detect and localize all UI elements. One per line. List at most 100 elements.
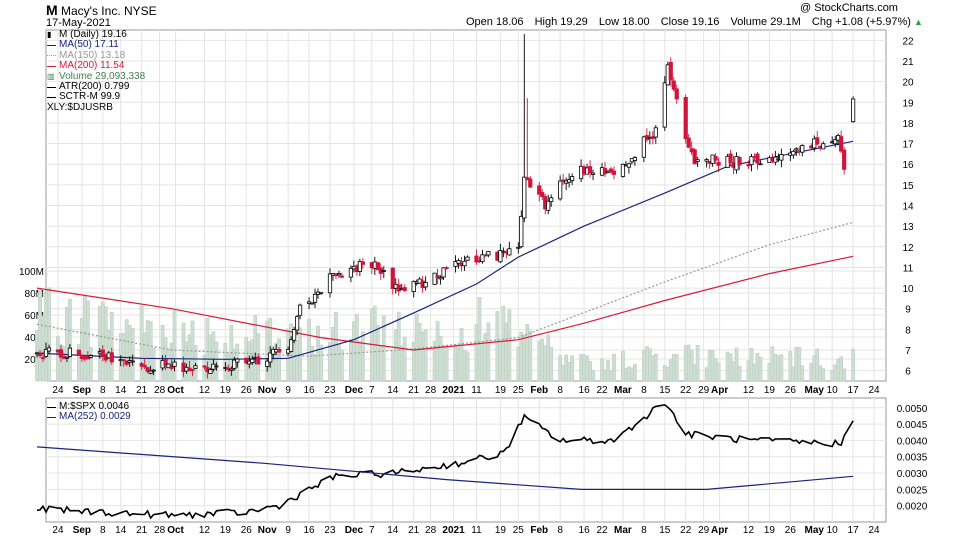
legend-text: M (Daily) 19.16 bbox=[59, 29, 127, 40]
volume-bar bbox=[313, 354, 317, 382]
volume-bar bbox=[716, 362, 721, 382]
candle bbox=[821, 143, 826, 150]
candle bbox=[244, 357, 249, 364]
volume-bar bbox=[671, 354, 676, 382]
volume-bar bbox=[495, 311, 500, 382]
x-tick-label: 26 bbox=[241, 385, 253, 396]
candle bbox=[462, 260, 467, 267]
x-tick-label: 28 bbox=[425, 385, 437, 396]
volume-tick-label: 100M bbox=[19, 267, 44, 278]
volume-bar bbox=[438, 335, 443, 382]
volume-bar bbox=[695, 345, 700, 382]
x-tick-label-lower: 22 bbox=[680, 525, 692, 536]
volume-bar bbox=[265, 320, 270, 382]
volume-bar bbox=[453, 344, 458, 382]
x-tick-label: 16 bbox=[579, 385, 591, 396]
x-tick-label-lower: 12 bbox=[743, 525, 755, 536]
x-tick-label-lower: Sep bbox=[73, 525, 91, 536]
volume-bar bbox=[501, 306, 506, 382]
candle bbox=[474, 255, 479, 263]
volume-bar bbox=[579, 353, 583, 382]
volume-bar bbox=[734, 347, 739, 382]
candle bbox=[297, 304, 303, 316]
volume-bar bbox=[725, 351, 730, 382]
candle bbox=[695, 159, 700, 162]
candle bbox=[58, 349, 64, 358]
volume-bar bbox=[142, 332, 147, 382]
candle bbox=[142, 364, 147, 368]
price-tick-label: 6 bbox=[905, 367, 911, 378]
candle bbox=[692, 149, 697, 165]
candle bbox=[390, 267, 395, 290]
candle bbox=[839, 136, 844, 152]
dotted-line-icon bbox=[47, 55, 56, 57]
x-tick-label-lower: Mar bbox=[614, 525, 632, 536]
candle bbox=[519, 215, 524, 248]
volume-bar bbox=[830, 370, 835, 382]
candle bbox=[121, 359, 126, 362]
legend-text: Volume 29,093,338 bbox=[59, 70, 146, 82]
ratio-line bbox=[36, 403, 854, 520]
x-tick-label: Oct bbox=[167, 385, 184, 396]
volume-bar bbox=[441, 345, 446, 382]
candle bbox=[590, 172, 596, 175]
high-label: High bbox=[534, 16, 558, 28]
x-tick-label-lower: 23 bbox=[324, 525, 336, 536]
candle bbox=[558, 180, 563, 200]
main-legend-item: ▮ M (Daily) 19.16 bbox=[47, 29, 145, 40]
x-tick-label-lower: 11 bbox=[471, 525, 482, 536]
volume-bar bbox=[561, 365, 566, 382]
candle bbox=[537, 185, 542, 195]
legend-text: MA(150) 13.18 bbox=[59, 49, 126, 61]
volume-bar bbox=[399, 345, 404, 382]
candle bbox=[151, 369, 156, 372]
volume-bar bbox=[444, 346, 449, 382]
volume-bar bbox=[621, 350, 625, 382]
candle bbox=[336, 273, 342, 276]
volume-bar bbox=[749, 347, 754, 382]
x-tick-label: 2021 bbox=[442, 385, 465, 396]
volume-bar bbox=[728, 353, 733, 382]
candle bbox=[653, 127, 658, 138]
candle bbox=[465, 256, 470, 261]
volume-bar bbox=[567, 362, 571, 382]
line-icon bbox=[47, 86, 56, 88]
x-tick-label-lower: 2021 bbox=[442, 525, 465, 536]
candles bbox=[34, 34, 856, 379]
volume-bar bbox=[423, 329, 428, 382]
ratio-tick-label: 0.0025 bbox=[897, 485, 928, 496]
candle bbox=[396, 284, 401, 292]
candle bbox=[441, 267, 446, 278]
x-tick-label-lower: 12 bbox=[199, 525, 211, 536]
volume-bar bbox=[737, 365, 742, 382]
high-value: 19.29 bbox=[560, 16, 588, 28]
x-tick-label-lower: 22 bbox=[596, 525, 608, 536]
volume-bar bbox=[809, 363, 814, 382]
x-tick-label: 24 bbox=[52, 385, 64, 396]
x-tick-label: 8 bbox=[557, 385, 563, 396]
volume-bar bbox=[516, 346, 521, 382]
main-legend-item: ATR(200) 0.799 bbox=[47, 81, 145, 92]
price-tick-label: 19 bbox=[902, 98, 914, 109]
volume-tick-label: 40M bbox=[25, 333, 44, 344]
volume-bar bbox=[707, 349, 712, 382]
candle bbox=[641, 136, 646, 158]
volume-bar bbox=[564, 354, 568, 382]
volume-bar bbox=[647, 348, 652, 382]
candle bbox=[256, 356, 261, 365]
x-tick-label-lower: 15 bbox=[659, 525, 671, 536]
volume-bar bbox=[606, 360, 610, 382]
main-legend-item: MA(150) 13.18 bbox=[47, 49, 145, 61]
candle bbox=[540, 192, 545, 198]
x-tick-label-lower: 26 bbox=[241, 525, 253, 536]
candle bbox=[507, 248, 512, 256]
candle bbox=[250, 358, 255, 363]
candle bbox=[815, 137, 820, 145]
candle bbox=[456, 260, 461, 264]
price-tick-label: 10 bbox=[902, 284, 914, 295]
x-tick-label: 14 bbox=[115, 385, 127, 396]
x-tick-label: 21 bbox=[136, 385, 148, 396]
x-tick-label-lower: 8 bbox=[641, 525, 647, 536]
volume-bar bbox=[334, 311, 338, 382]
